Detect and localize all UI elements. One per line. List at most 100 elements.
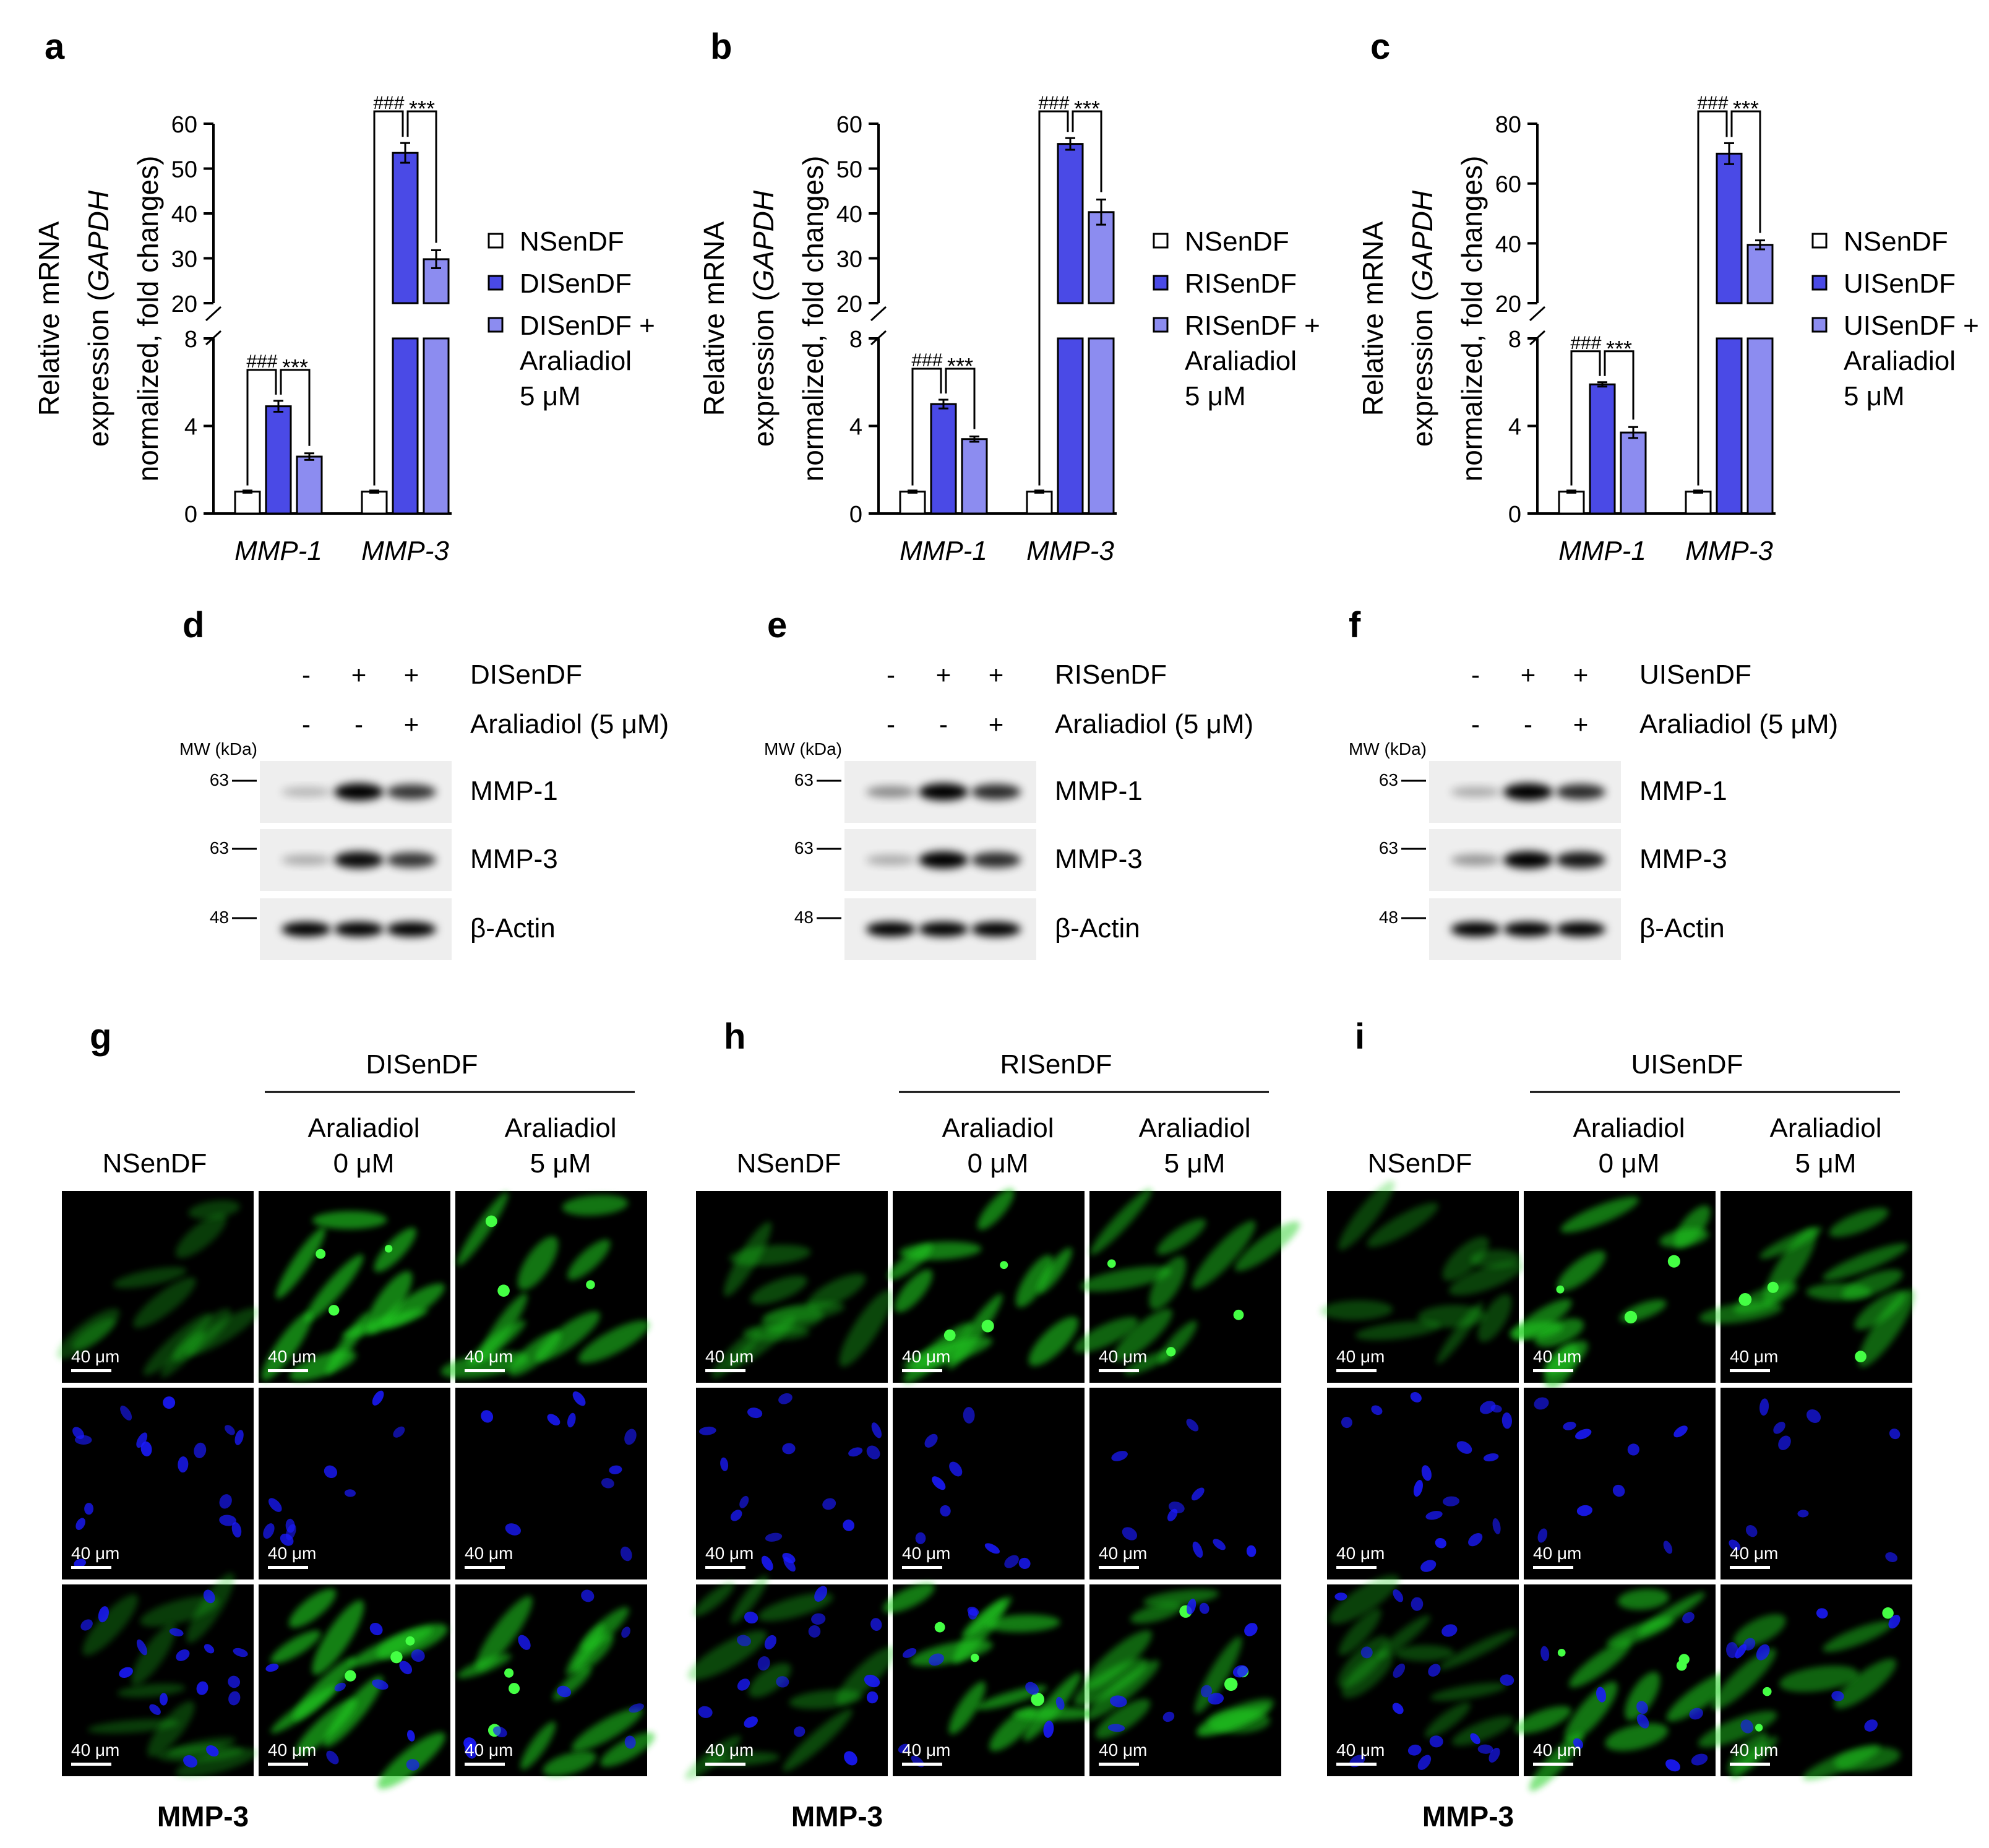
nucleus (1797, 1510, 1809, 1518)
bar (1685, 491, 1712, 515)
if-image: 40 μm (1524, 1388, 1716, 1579)
mmp3-stain (1430, 1682, 1507, 1701)
nucleus (808, 1625, 821, 1638)
bar (1558, 491, 1585, 515)
y-tick-label: 40 (836, 202, 862, 228)
if-column-label: Araliadiol (505, 1113, 617, 1143)
nucleus (932, 1476, 946, 1490)
nucleus (169, 1628, 184, 1636)
if-caption: MMP-3 (157, 1800, 249, 1833)
bar (234, 491, 261, 515)
nucleus (80, 1619, 93, 1631)
protein-label: MMP-3 (1055, 844, 1143, 874)
if-image: 40 μm (883, 1583, 1099, 1776)
nucleus (794, 1726, 805, 1737)
nucleus (1200, 1685, 1213, 1698)
blot-band (387, 852, 436, 868)
nucleus (203, 1589, 215, 1604)
mmp3-stain (1149, 1256, 1187, 1310)
nucleus (609, 1465, 622, 1474)
mmp3-stain (1514, 1706, 1572, 1734)
blot-band (1556, 784, 1605, 800)
mmp3-stain (1143, 1589, 1219, 1607)
mmp3-puncta (1031, 1692, 1045, 1706)
nucleus (1413, 1479, 1423, 1497)
mmp3-stain (1659, 1228, 1709, 1248)
if-image-background (1327, 1388, 1519, 1579)
mmp3-stain (888, 1244, 932, 1280)
mmp3-stain (295, 1698, 358, 1756)
blot-band (919, 783, 968, 801)
mmp3-stain (562, 1195, 629, 1216)
if-image: 40 μm (1721, 1388, 1912, 1579)
blot-band (1556, 922, 1605, 937)
nucleus (1421, 1465, 1432, 1481)
nucleus (737, 1635, 751, 1646)
lane-sign: - (939, 710, 948, 739)
significance-bracket (1697, 110, 1728, 486)
nucleus (1729, 1539, 1741, 1551)
nucleus (233, 1648, 248, 1657)
nucleus (219, 1515, 236, 1526)
y-tick-label: 20 (836, 291, 862, 317)
mmp3-puncta (971, 1653, 979, 1662)
y-tick-label: 8 (1508, 327, 1521, 353)
mmp3-puncta (316, 1248, 326, 1259)
mmp3-puncta (485, 1215, 497, 1227)
blot-band (334, 783, 384, 801)
nucleus (949, 1461, 963, 1477)
nucleus (1759, 1398, 1769, 1416)
nucleus (326, 1750, 339, 1764)
mmp3-puncta (1882, 1607, 1894, 1619)
mmp3-puncta (509, 1683, 520, 1695)
wb-condition-label: UISenDF (1639, 660, 1751, 690)
blot-band (1503, 783, 1553, 801)
western-blot-e: - + + - - + RISenDF Araliadiol (5 μM) MW (kDa) 63… (764, 660, 1253, 960)
bar (1088, 337, 1115, 515)
mmp3-stain (1534, 1318, 1584, 1347)
nucleus (737, 1678, 750, 1691)
legend-label: 5 μM (1844, 381, 1905, 411)
legend-label: NSenDF (520, 226, 624, 257)
nucleus (1425, 1511, 1443, 1520)
if-image: 40 μm (440, 1191, 650, 1383)
if-image-background (1524, 1388, 1716, 1579)
wb-condition-label: DISenDF (470, 660, 582, 690)
nucleus (183, 1755, 197, 1768)
nucleus (1665, 1759, 1680, 1772)
scale-bar (1099, 1566, 1139, 1569)
nucleus (219, 1494, 232, 1509)
scale-bar (465, 1566, 505, 1569)
nucleus (620, 1546, 632, 1562)
mmp3-stain (1842, 1270, 1903, 1299)
mmp3-stain (986, 1614, 1060, 1633)
if-image: 40 μm (259, 1584, 450, 1789)
nucleus (1109, 1695, 1127, 1708)
legend-label: DISenDF + (520, 311, 655, 341)
mmp3-stain (1086, 1660, 1159, 1720)
panel-letter-e: e (767, 605, 787, 645)
mmp3-puncta (934, 1622, 945, 1633)
nucleus (1735, 1644, 1747, 1659)
y-tick-label: 50 (171, 157, 197, 183)
mmp3-stain (1367, 1202, 1438, 1247)
nucleus (1417, 1755, 1432, 1770)
if-column-label: 0 μM (333, 1148, 395, 1179)
mmp3-stain (382, 1283, 445, 1328)
mmp3-stain (1341, 1651, 1393, 1698)
significance-hash: ### (373, 93, 404, 113)
if-image: 40 μm (455, 1388, 647, 1579)
mmp3-stain (312, 1600, 364, 1675)
nucleus (1393, 1663, 1406, 1678)
mmp3-stain (1084, 1630, 1153, 1690)
legend-label: Araliadiol (520, 346, 632, 376)
if-image-background (62, 1388, 254, 1579)
bar (1589, 383, 1616, 515)
nucleus (1663, 1541, 1673, 1554)
mmp3-stain (1197, 1698, 1274, 1735)
scale-bar-label: 40 μm (705, 1740, 754, 1760)
if-column-label: 5 μM (1164, 1148, 1226, 1179)
y-tick-label: 60 (171, 112, 197, 138)
nucleus (393, 1426, 405, 1438)
